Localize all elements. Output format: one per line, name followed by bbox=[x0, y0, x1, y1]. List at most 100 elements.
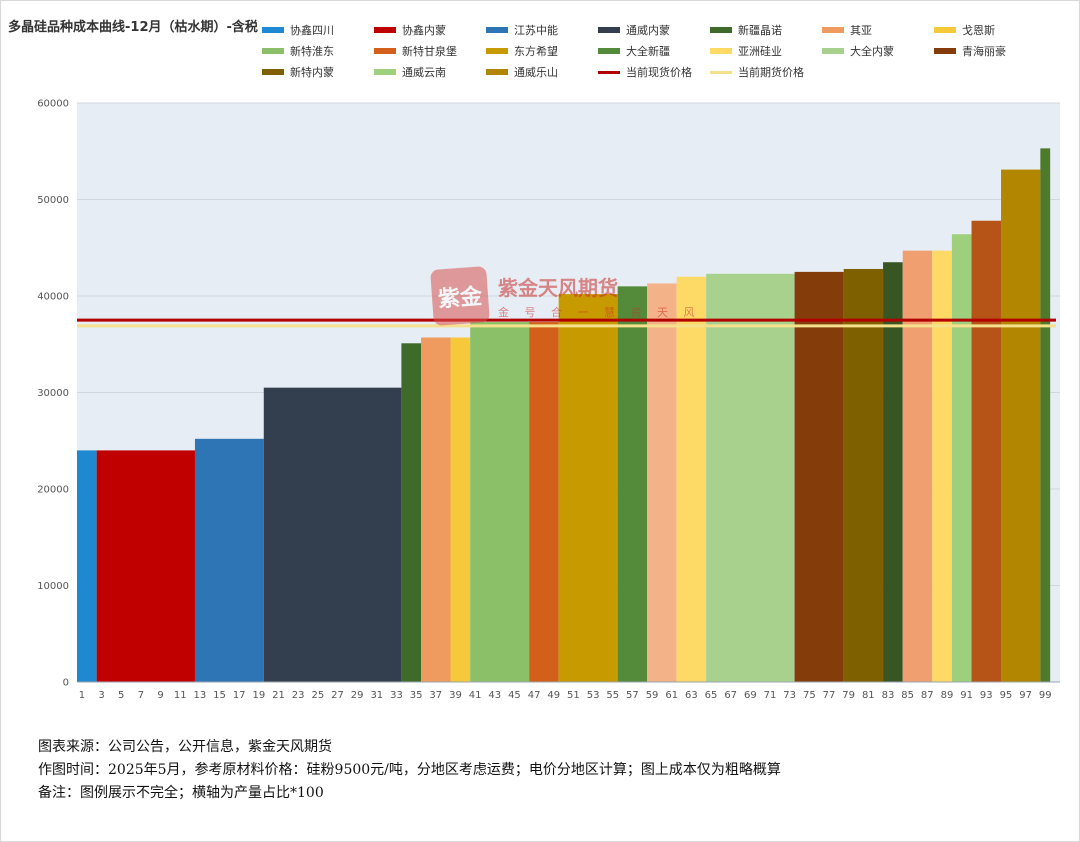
source-note: 图表来源：公司公告，公开信息，紫金天风期货 bbox=[38, 739, 332, 755]
x-tick-label: 61 bbox=[665, 690, 678, 701]
cost-bar bbox=[96, 450, 195, 682]
legend-label: 大全内蒙 bbox=[850, 45, 894, 58]
x-tick-label: 31 bbox=[370, 690, 383, 701]
y-tick-label: 30000 bbox=[37, 388, 69, 399]
legend-item: 亚洲硅业 bbox=[710, 43, 782, 59]
x-tick-label: 37 bbox=[429, 690, 442, 701]
cost-bar bbox=[263, 387, 402, 682]
legend-item: 东方希望 bbox=[486, 43, 558, 59]
x-tick-label: 67 bbox=[724, 690, 737, 701]
legend-item: 新特淮东 bbox=[262, 43, 334, 59]
legend-item: 新特甘泉堡 bbox=[374, 43, 457, 59]
x-tick-label: 23 bbox=[292, 690, 305, 701]
y-tick-label: 0 bbox=[63, 678, 69, 689]
x-tick-label: 43 bbox=[488, 690, 501, 701]
legend-item: 协鑫内蒙 bbox=[374, 22, 446, 38]
cost-bar bbox=[617, 286, 648, 682]
legend-label: 青海丽豪 bbox=[962, 45, 1006, 58]
legend-item: 当前现货价格 bbox=[598, 64, 692, 80]
x-tick-label: 27 bbox=[331, 690, 344, 701]
cost-bar bbox=[558, 294, 618, 682]
cost-bar bbox=[450, 337, 471, 682]
legend-swatch bbox=[822, 27, 844, 33]
legend-label: 通威云南 bbox=[402, 66, 446, 79]
cost-bar bbox=[401, 343, 422, 682]
x-tick-label: 13 bbox=[194, 690, 207, 701]
cost-bar bbox=[647, 283, 677, 682]
legend-label: 通威内蒙 bbox=[626, 24, 670, 37]
legend-item: 协鑫四川 bbox=[262, 22, 334, 38]
legend-item: 大全新疆 bbox=[598, 43, 670, 59]
legend-swatch bbox=[486, 27, 508, 33]
legend-swatch bbox=[934, 27, 956, 33]
cost-bar bbox=[706, 273, 795, 682]
legend-item: 大全内蒙 bbox=[822, 43, 894, 59]
x-tick-label: 91 bbox=[960, 690, 973, 701]
legend-swatch bbox=[710, 48, 732, 54]
time-note: 作图时间：2025年5月，参考原材料价格：硅粉9500元/吨，分地区考虑运费；电… bbox=[38, 762, 781, 778]
x-tick-label: 53 bbox=[587, 690, 600, 701]
legend-label: 当前期货价格 bbox=[738, 66, 804, 79]
y-tick-label: 10000 bbox=[37, 581, 69, 592]
legend-label: 新特甘泉堡 bbox=[402, 45, 457, 58]
x-tick-label: 83 bbox=[882, 690, 895, 701]
legend-label: 其亚 bbox=[850, 24, 872, 37]
legend-swatch bbox=[710, 27, 732, 33]
x-tick-label: 21 bbox=[272, 690, 285, 701]
x-tick-label: 71 bbox=[764, 690, 777, 701]
x-tick-label: 93 bbox=[980, 690, 993, 701]
legend-swatch bbox=[598, 70, 620, 74]
legend-swatch bbox=[934, 48, 956, 54]
x-tick-label: 25 bbox=[311, 690, 324, 701]
legend-label: 新特淮东 bbox=[290, 45, 334, 58]
legend-label: 大全新疆 bbox=[626, 45, 670, 58]
x-tick-label: 87 bbox=[921, 690, 934, 701]
x-tick-label: 39 bbox=[449, 690, 462, 701]
legend-swatch bbox=[374, 48, 396, 54]
legend-swatch bbox=[486, 48, 508, 54]
x-tick-label: 57 bbox=[626, 690, 639, 701]
legend-item: 新特内蒙 bbox=[262, 64, 334, 80]
x-tick-label: 75 bbox=[803, 690, 816, 701]
cost-bar bbox=[971, 220, 1002, 683]
legend-item: 其亚 bbox=[822, 22, 872, 38]
legend-item: 江苏中能 bbox=[486, 22, 558, 38]
x-tick-label: 69 bbox=[744, 690, 757, 701]
x-tick-label: 15 bbox=[213, 690, 226, 701]
y-tick-label: 50000 bbox=[37, 195, 69, 206]
cost-bar bbox=[883, 262, 903, 682]
cost-bar bbox=[951, 234, 972, 683]
legend-swatch bbox=[374, 69, 396, 75]
legend-swatch bbox=[598, 48, 620, 54]
legend-label: 新疆晶诺 bbox=[738, 24, 782, 37]
x-tick-label: 59 bbox=[646, 690, 659, 701]
legend-label: 协鑫内蒙 bbox=[402, 24, 446, 37]
x-tick-label: 81 bbox=[862, 690, 875, 701]
legend-label: 通威乐山 bbox=[514, 66, 558, 79]
cost-bar bbox=[529, 322, 559, 682]
legend-item: 通威云南 bbox=[374, 64, 446, 80]
legend-item: 青海丽豪 bbox=[934, 43, 1006, 59]
legend-swatch bbox=[822, 48, 844, 54]
x-tick-label: 55 bbox=[606, 690, 619, 701]
x-tick-label: 95 bbox=[1000, 690, 1013, 701]
y-tick-label: 60000 bbox=[37, 99, 69, 110]
legend-label: 亚洲硅业 bbox=[738, 45, 782, 58]
x-tick-label: 63 bbox=[685, 690, 698, 701]
x-tick-label: 29 bbox=[351, 690, 364, 701]
legend-swatch bbox=[710, 70, 732, 74]
x-tick-label: 65 bbox=[705, 690, 718, 701]
x-tick-label: 9 bbox=[157, 690, 163, 701]
legend-swatch bbox=[486, 69, 508, 75]
x-tick-label: 97 bbox=[1019, 690, 1032, 701]
legend-label: 江苏中能 bbox=[514, 24, 558, 37]
x-tick-label: 85 bbox=[901, 690, 914, 701]
x-tick-label: 51 bbox=[567, 690, 580, 701]
legend-item: 戈恩斯 bbox=[934, 22, 995, 38]
cost-bar bbox=[421, 337, 451, 682]
x-tick-label: 49 bbox=[547, 690, 560, 701]
x-tick-label: 17 bbox=[233, 690, 246, 701]
legend-label: 当前现货价格 bbox=[626, 66, 692, 79]
x-tick-label: 99 bbox=[1039, 690, 1052, 701]
